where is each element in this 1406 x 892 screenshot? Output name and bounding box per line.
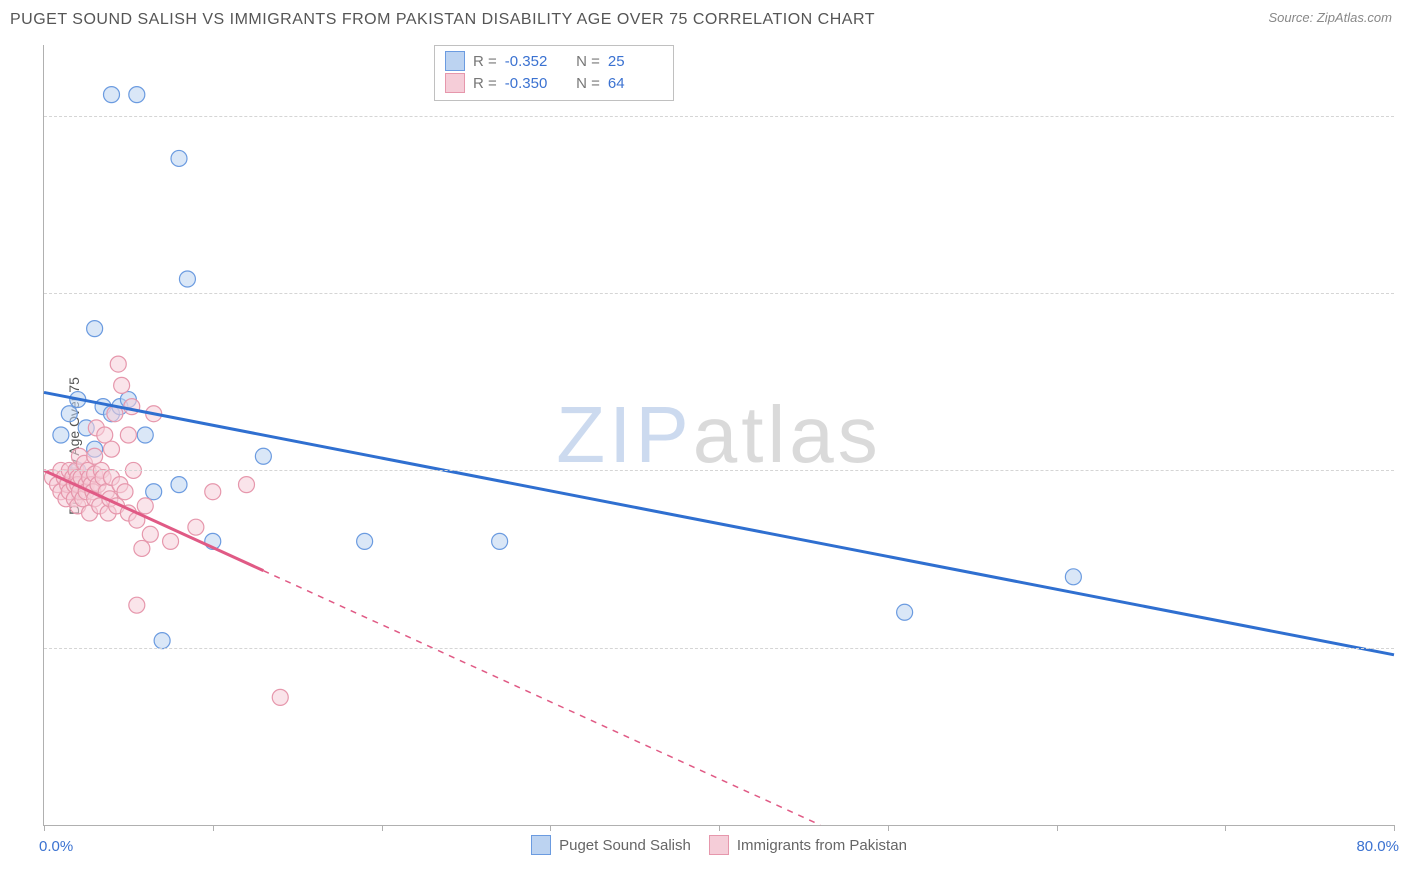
data-point-pakistan — [137, 498, 153, 514]
source-prefix: Source: — [1268, 10, 1316, 25]
legend-swatch-salish — [531, 835, 551, 855]
source-label: Source: ZipAtlas.com — [1268, 10, 1392, 25]
data-point-salish — [171, 477, 187, 493]
data-point-salish — [171, 150, 187, 166]
r-label: R = — [473, 75, 497, 92]
x-tick — [382, 825, 383, 831]
data-point-pakistan — [120, 427, 136, 443]
data-point-salish — [61, 406, 77, 422]
data-point-salish — [154, 633, 170, 649]
legend-label: Immigrants from Pakistan — [737, 837, 907, 854]
gridline — [44, 116, 1394, 117]
data-point-pakistan — [188, 519, 204, 535]
data-point-pakistan — [87, 448, 103, 464]
data-point-salish — [53, 427, 69, 443]
data-point-pakistan — [97, 427, 113, 443]
n-label: N = — [568, 75, 600, 92]
r-value: -0.352 — [505, 53, 560, 70]
x-tick — [213, 825, 214, 831]
stat-row: R = -0.350 N = 64 — [445, 72, 663, 94]
data-point-salish — [255, 448, 271, 464]
data-point-pakistan — [272, 689, 288, 705]
legend-swatch-pakistan — [445, 73, 465, 93]
x-tick — [44, 825, 45, 831]
trendline-pakistan-dashed — [263, 571, 820, 825]
scatter-plot-svg — [44, 45, 1394, 825]
data-point-salish — [87, 321, 103, 337]
x-tick — [1225, 825, 1226, 831]
x-tick — [888, 825, 889, 831]
data-point-pakistan — [117, 484, 133, 500]
data-point-salish — [129, 87, 145, 103]
data-point-salish — [357, 533, 373, 549]
data-point-pakistan — [163, 533, 179, 549]
stat-row: R = -0.352 N = 25 — [445, 50, 663, 72]
x-tick — [1057, 825, 1058, 831]
data-point-pakistan — [110, 356, 126, 372]
data-point-pakistan — [104, 441, 120, 457]
bottom-legend: Puget Sound Salish Immigrants from Pakist… — [44, 835, 1394, 855]
legend-item: Immigrants from Pakistan — [709, 835, 907, 855]
data-point-pakistan — [134, 540, 150, 556]
x-tick — [550, 825, 551, 831]
correlation-stats-box: R = -0.352 N = 25 R = -0.350 N = 64 — [434, 45, 674, 101]
r-value: -0.350 — [505, 75, 560, 92]
chart-area: ZIPatlas R = -0.352 N = 25 R = -0.350 N … — [43, 45, 1394, 826]
n-value: 64 — [608, 75, 663, 92]
n-label: N = — [568, 53, 600, 70]
x-tick — [1394, 825, 1395, 831]
legend-swatch-salish — [445, 51, 465, 71]
chart-title: PUGET SOUND SALISH VS IMMIGRANTS FROM PA… — [10, 11, 875, 29]
legend-swatch-pakistan — [709, 835, 729, 855]
data-point-salish — [179, 271, 195, 287]
data-point-salish — [1065, 569, 1081, 585]
legend-label: Puget Sound Salish — [559, 837, 691, 854]
data-point-pakistan — [114, 377, 130, 393]
data-point-salish — [146, 484, 162, 500]
r-label: R = — [473, 53, 497, 70]
trendline-salish-solid — [44, 392, 1394, 654]
data-point-salish — [137, 427, 153, 443]
data-point-pakistan — [124, 399, 140, 415]
data-point-pakistan — [239, 477, 255, 493]
n-value: 25 — [608, 53, 663, 70]
data-point-salish — [897, 604, 913, 620]
legend-item: Puget Sound Salish — [531, 835, 691, 855]
data-point-pakistan — [142, 526, 158, 542]
data-point-salish — [104, 87, 120, 103]
gridline — [44, 648, 1394, 649]
x-tick — [719, 825, 720, 831]
gridline — [44, 293, 1394, 294]
data-point-salish — [492, 533, 508, 549]
gridline — [44, 470, 1394, 471]
data-point-pakistan — [205, 484, 221, 500]
source-name: ZipAtlas.com — [1317, 10, 1392, 25]
data-point-pakistan — [129, 597, 145, 613]
